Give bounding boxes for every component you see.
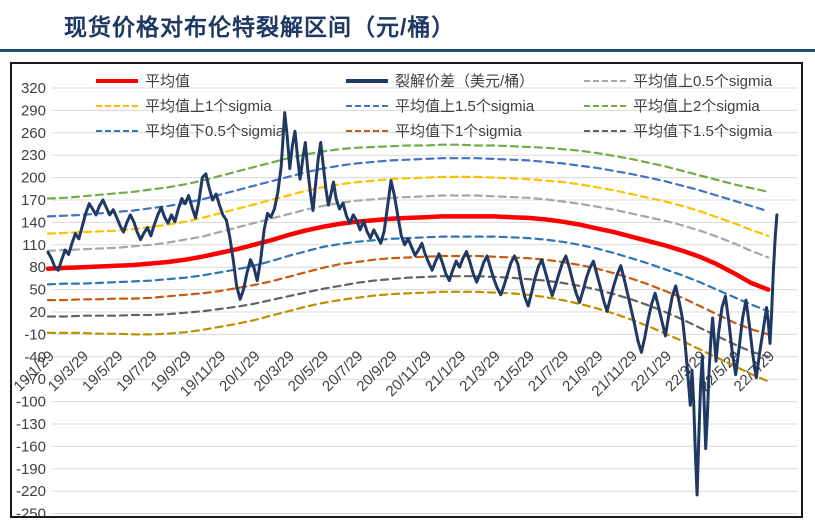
y-axis-label: -130	[16, 416, 46, 433]
y-axis-label: 320	[21, 80, 46, 97]
series-mean_minus_15sigma	[46, 275, 770, 358]
y-axis-label: -70	[24, 371, 46, 388]
chart-area: 320 290 260 230 200 170 140 110 80 50 20 -10 -40 -70 -…	[10, 62, 803, 518]
series-mean_plus_2sigma	[46, 143, 770, 200]
series-crack_spread	[46, 111, 779, 497]
y-axis-label: 260	[21, 125, 46, 142]
series-mean	[45, 214, 771, 292]
series-mean_plus_05sigma	[46, 194, 770, 259]
series-mean_plus_1sigma	[46, 175, 770, 237]
crack-spread-chart: 320 290 260 230 200 170 140 110 80 50 20 -10 -40 -70 -…	[12, 80, 797, 516]
y-axis-label: 20	[29, 304, 46, 321]
y-axis-label: -250	[16, 506, 46, 516]
y-axis-label: -220	[16, 483, 46, 500]
y-axis-label: 140	[21, 214, 46, 231]
y-axis-label: -10	[24, 326, 46, 343]
series-mean_plus_15sigma	[46, 157, 770, 218]
series-mean_minus_1sigma	[46, 254, 770, 336]
y-axis-label: 170	[21, 192, 46, 209]
y-axis-label: 290	[21, 102, 46, 119]
y-axis-label: 230	[21, 147, 46, 164]
y-axis-label: 50	[29, 282, 46, 299]
title-divider	[0, 49, 815, 52]
series-mean_minus_2sigma	[46, 290, 770, 383]
y-axis-label: -160	[16, 438, 46, 455]
y-axis-label: -190	[16, 461, 46, 478]
y-axis-label: 200	[21, 170, 46, 187]
y-axis-label: -100	[16, 394, 46, 411]
y-axis-label: 110	[22, 237, 46, 254]
y-axis-label: -40	[24, 349, 46, 366]
series-mean_minus_05sigma	[46, 235, 770, 313]
page-title: 现货价格对布伦特裂解区间（元/桶）	[64, 14, 456, 40]
y-axis-label: 80	[29, 259, 46, 276]
